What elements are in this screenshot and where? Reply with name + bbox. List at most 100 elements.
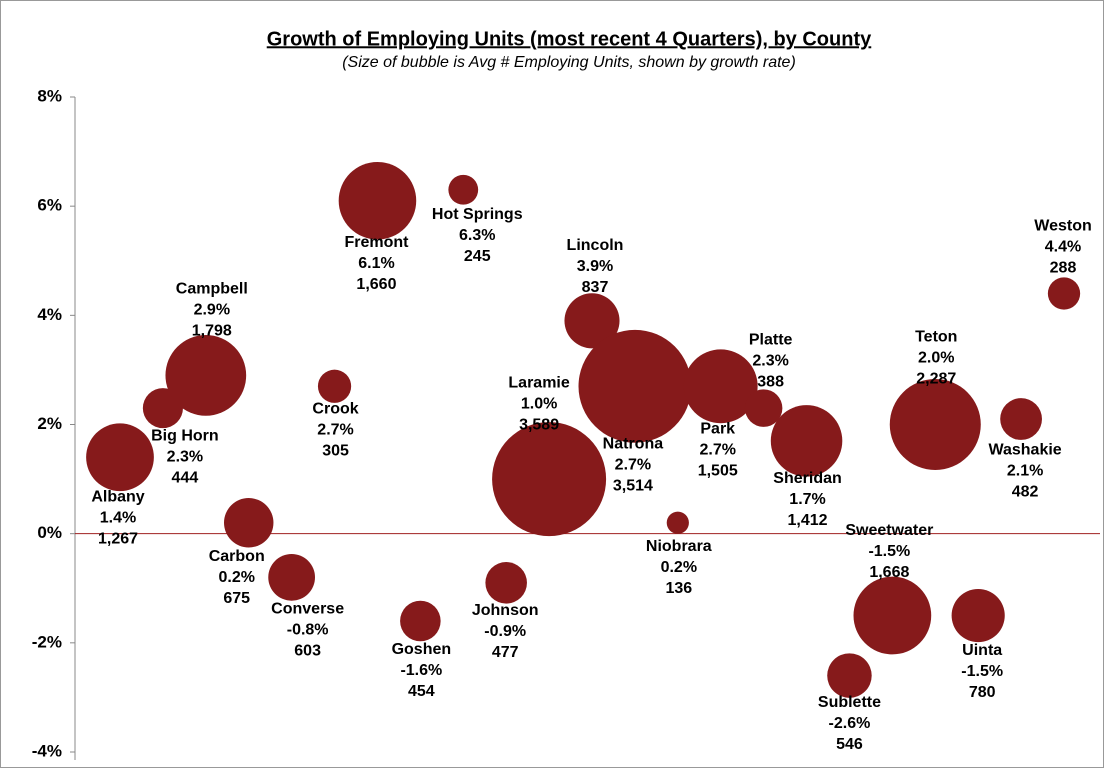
- bubble-name: Albany: [91, 488, 144, 505]
- bubble-size: 288: [1050, 260, 1077, 277]
- bubble-rate: 2.3%: [752, 352, 788, 369]
- bubble-name: Sublette: [818, 694, 881, 711]
- bubble-size: 388: [757, 373, 784, 390]
- bubble-rate: 0.2%: [661, 559, 697, 576]
- bubble-rate: 2.9%: [194, 302, 230, 319]
- bubble: [1000, 398, 1042, 440]
- bubble-name: Washakie: [988, 441, 1061, 458]
- bubble: [165, 335, 247, 416]
- y-tick-label: -4%: [32, 741, 62, 760]
- bubble-rate: 3.9%: [577, 258, 613, 275]
- bubble-size: 454: [408, 683, 435, 700]
- bubble-name: Platte: [749, 331, 793, 348]
- bubble-rate: 1.7%: [789, 491, 825, 508]
- bubble: [666, 511, 689, 534]
- bubble-size: 837: [582, 279, 609, 296]
- bubble: [578, 329, 692, 443]
- bubble: [317, 369, 352, 403]
- bubble-size: 546: [836, 736, 863, 753]
- bubble: [564, 293, 620, 349]
- bubble-name: Niobrara: [646, 538, 712, 555]
- bubble-rate: -2.6%: [829, 715, 871, 732]
- bubble: [86, 423, 154, 492]
- bubble: [224, 498, 274, 548]
- bubble-name: Natrona: [603, 436, 664, 453]
- bubble-name: Johnson: [472, 602, 539, 619]
- bubble-rate: 6.1%: [358, 255, 394, 272]
- bubble-rate: -0.9%: [484, 623, 526, 640]
- bubble-size: 245: [464, 248, 491, 265]
- bubble-rate: 2.3%: [167, 448, 203, 465]
- bubble-name: Campbell: [176, 281, 248, 298]
- bubble: [683, 349, 758, 424]
- bubble-rate: -1.5%: [868, 543, 910, 560]
- bubble-size: 3,589: [519, 416, 559, 433]
- bubble-name: Goshen: [392, 641, 452, 658]
- bubble: [338, 161, 417, 240]
- bubble-name: Weston: [1034, 218, 1091, 235]
- y-tick-label: 8%: [37, 86, 62, 105]
- bubble-size: 1,412: [788, 512, 828, 529]
- bubble: [485, 562, 527, 604]
- bubble-size: 1,267: [98, 530, 138, 547]
- y-tick-label: -2%: [32, 632, 62, 651]
- bubble: [827, 653, 872, 698]
- bubble-size: 3,514: [613, 478, 653, 495]
- bubble-size: 305: [322, 443, 349, 460]
- bubble: [889, 378, 981, 471]
- bubble-size: 1,668: [869, 564, 909, 581]
- y-tick-label: 2%: [37, 414, 62, 433]
- bubble: [770, 405, 843, 477]
- bubble-name: Uinta: [962, 642, 1002, 659]
- bubble-rate: 1.0%: [521, 395, 557, 412]
- bubble-name: Laramie: [508, 374, 569, 391]
- bubble-size: 2,287: [916, 371, 956, 388]
- chart-subtitle: (Size of bubble is Avg # Employing Units…: [342, 54, 796, 71]
- bubble-size: 136: [665, 580, 692, 597]
- bubble-name: Crook: [312, 401, 358, 418]
- bubble-size: 603: [294, 643, 321, 660]
- bubble-rate: 0.2%: [218, 569, 254, 586]
- bubble-rate: 2.1%: [1007, 462, 1043, 479]
- y-tick-label: 6%: [37, 196, 62, 215]
- bubble-rate: 2.0%: [918, 350, 954, 367]
- bubble-rate: 4.4%: [1045, 239, 1081, 256]
- bubble-name: Park: [700, 421, 735, 438]
- bubble-name: Hot Springs: [432, 206, 523, 223]
- bubble-name: Converse: [271, 601, 344, 618]
- bubble: [744, 389, 783, 427]
- bubble: [400, 600, 441, 642]
- bubble-rate: -1.6%: [400, 662, 442, 679]
- bubble-size: 780: [969, 684, 996, 701]
- bubble-name: Lincoln: [567, 237, 624, 254]
- bubble: [448, 174, 479, 205]
- bubble-name: Carbon: [209, 548, 265, 565]
- bubble-rate: 6.3%: [459, 227, 495, 244]
- bubble-size: 1,660: [356, 276, 396, 293]
- bubble-name: Sheridan: [773, 470, 841, 487]
- bubble-rate: -0.8%: [287, 622, 329, 639]
- bubble-name: Teton: [915, 329, 957, 346]
- y-tick-label: 0%: [37, 523, 62, 542]
- y-tick-label: 4%: [37, 305, 62, 324]
- bubble-rate: 2.7%: [317, 422, 353, 439]
- bubble-rate: 2.7%: [615, 457, 651, 474]
- bubble-size: 444: [172, 469, 199, 486]
- bubble: [492, 422, 607, 537]
- bubble-size: 675: [223, 590, 250, 607]
- bubble-size: 1,505: [698, 463, 738, 480]
- chart-title: Growth of Employing Units (most recent 4…: [267, 28, 872, 50]
- bubble: [853, 576, 932, 655]
- bubble-name: Fremont: [344, 234, 409, 251]
- bubble: [951, 588, 1005, 643]
- bubble-size: 477: [492, 644, 519, 661]
- bubble-rate: -1.5%: [961, 663, 1003, 680]
- bubble-size: 1,798: [192, 323, 232, 340]
- bubble-name: Big Horn: [151, 427, 219, 444]
- bubble: [1047, 277, 1081, 310]
- bubble-size: 482: [1012, 483, 1039, 500]
- bubble-rate: 2.7%: [699, 442, 735, 459]
- bubble: [268, 553, 316, 601]
- bubble-name: Sweetwater: [845, 522, 933, 539]
